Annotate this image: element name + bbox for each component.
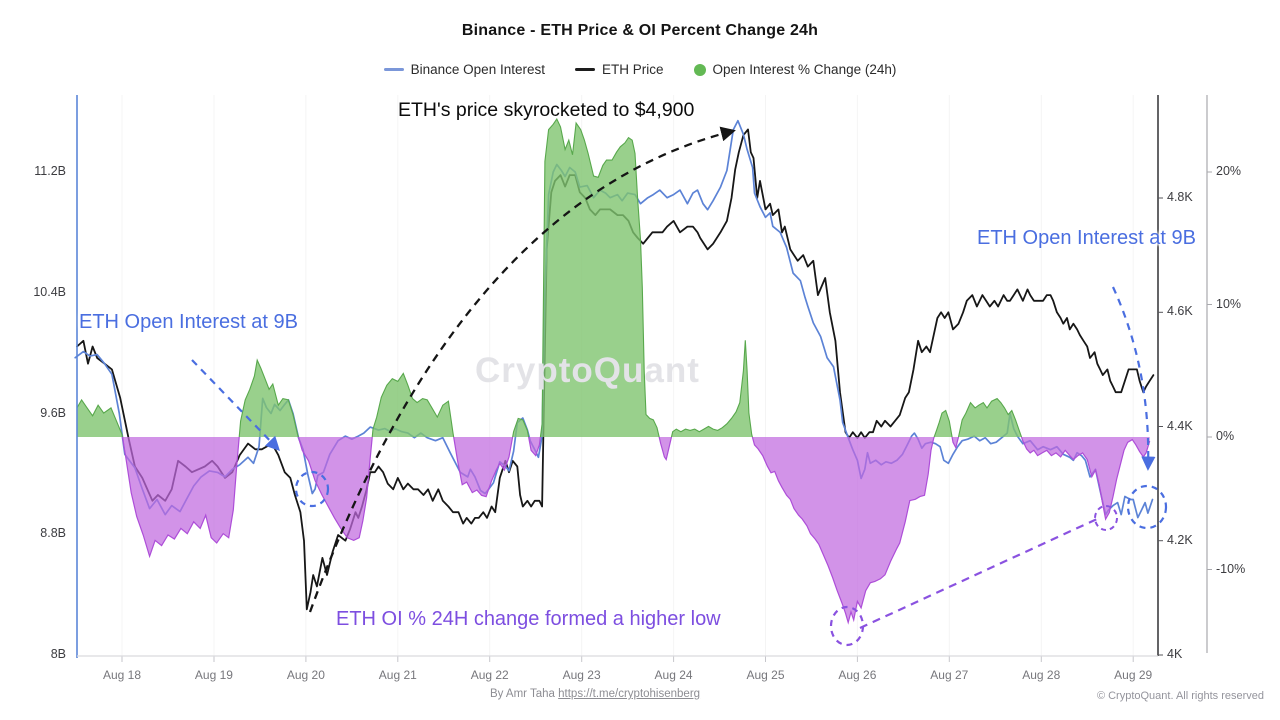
legend-label: Binance Open Interest: [411, 62, 545, 77]
legend: Binance Open Interest ETH Price Open Int…: [0, 62, 1280, 77]
left-axis-label: 9.6B: [4, 406, 66, 420]
percent-axis-label: -10%: [1216, 562, 1260, 576]
legend-label: Open Interest % Change (24h): [713, 62, 897, 77]
x-axis-label: Aug 18: [88, 668, 156, 682]
x-axis-label: Aug 20: [272, 668, 340, 682]
copyright: © CryptoQuant. All rights reserved: [1000, 690, 1264, 702]
legend-line-swatch: [384, 68, 404, 71]
legend-item-eth-price[interactable]: ETH Price: [575, 62, 664, 77]
left-axis-label: 10.4B: [4, 285, 66, 299]
x-axis-label: Aug 26: [823, 668, 891, 682]
percent-axis-label: 0%: [1216, 429, 1260, 443]
x-axis-label: Aug 29: [1099, 668, 1167, 682]
byline-link[interactable]: https://t.me/cryptohisenberg: [558, 688, 700, 700]
x-axis-label: Aug 28: [1007, 668, 1075, 682]
x-axis-label: Aug 27: [915, 668, 983, 682]
x-axis-label: Aug 23: [548, 668, 616, 682]
price-axis-label: 4.8K: [1167, 190, 1207, 204]
price-axis-label: 4K: [1167, 647, 1207, 661]
left-axis-label: 11.2B: [4, 164, 66, 178]
price-axis-label: 4.2K: [1167, 533, 1207, 547]
x-axis-label: Aug 19: [180, 668, 248, 682]
x-axis-label: Aug 24: [640, 668, 708, 682]
chart-page: CryptoQuant Binance - ETH Price & OI Per…: [0, 0, 1280, 720]
legend-item-oi-percent-change[interactable]: Open Interest % Change (24h): [694, 62, 897, 77]
percent-axis-label: 20%: [1216, 164, 1260, 178]
chart-title: Binance - ETH Price & OI Percent Change …: [0, 22, 1280, 40]
x-axis-label: Aug 25: [731, 668, 799, 682]
x-axis-label: Aug 21: [364, 668, 432, 682]
left-axis-label: 8B: [4, 647, 66, 661]
annotation-oi-9b-right: ETH Open Interest at 9B: [977, 227, 1196, 250]
annotation-oi-9b-left: ETH Open Interest at 9B: [79, 311, 298, 334]
legend-line-swatch: [575, 68, 595, 71]
legend-item-binance-open-interest[interactable]: Binance Open Interest: [384, 62, 545, 77]
price-axis-label: 4.6K: [1167, 304, 1207, 318]
left-axis-label: 8.8B: [4, 526, 66, 540]
annotation-oi-higher-low: ETH OI % 24H change formed a higher low: [336, 608, 721, 631]
byline-author: By Amr Taha: [490, 688, 555, 700]
x-axis-label: Aug 22: [456, 668, 524, 682]
cryptoquant-watermark: CryptoQuant: [475, 351, 700, 391]
price-axis-label: 4.4K: [1167, 419, 1207, 433]
percent-axis-label: 10%: [1216, 297, 1260, 311]
legend-label: ETH Price: [602, 62, 664, 77]
annotation-price-peak: ETH's price skyrocketed to $4,900: [398, 99, 694, 122]
legend-dot-swatch: [694, 64, 706, 76]
